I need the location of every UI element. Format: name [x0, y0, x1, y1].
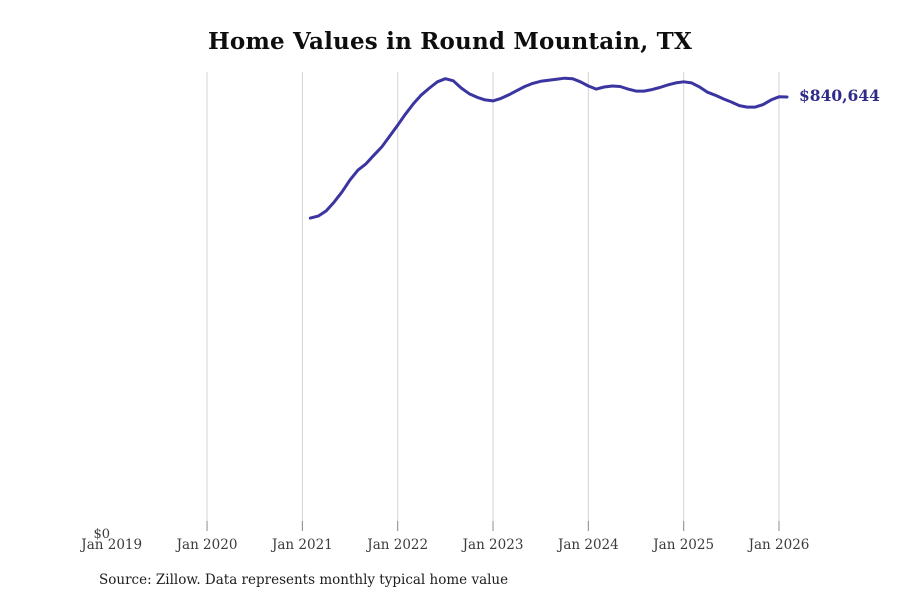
- home-value-line: [308, 76, 789, 220]
- x-tick-label: Jan 2020: [176, 537, 238, 553]
- end-value-label: $840,644: [799, 86, 880, 105]
- y-axis-zero-label: $0: [93, 527, 110, 542]
- x-tick-label: Jan 2021: [271, 537, 333, 553]
- source-note: Source: Zillow. Data represents monthly …: [99, 572, 509, 588]
- vertical-gridlines: [206, 72, 780, 531]
- x-tick-label: Jan 2024: [557, 537, 619, 553]
- x-tick-label: Jan 2019: [81, 537, 143, 553]
- x-tick-label: Jan 2022: [367, 537, 429, 553]
- x-tick-label: Jan 2023: [462, 537, 524, 553]
- x-tick-label: Jan 2026: [748, 537, 810, 553]
- x-tick-label: Jan 2025: [653, 537, 715, 553]
- chart-title: Home Values in Round Mountain, TX: [208, 28, 692, 55]
- x-axis-tick-marks: [206, 521, 780, 531]
